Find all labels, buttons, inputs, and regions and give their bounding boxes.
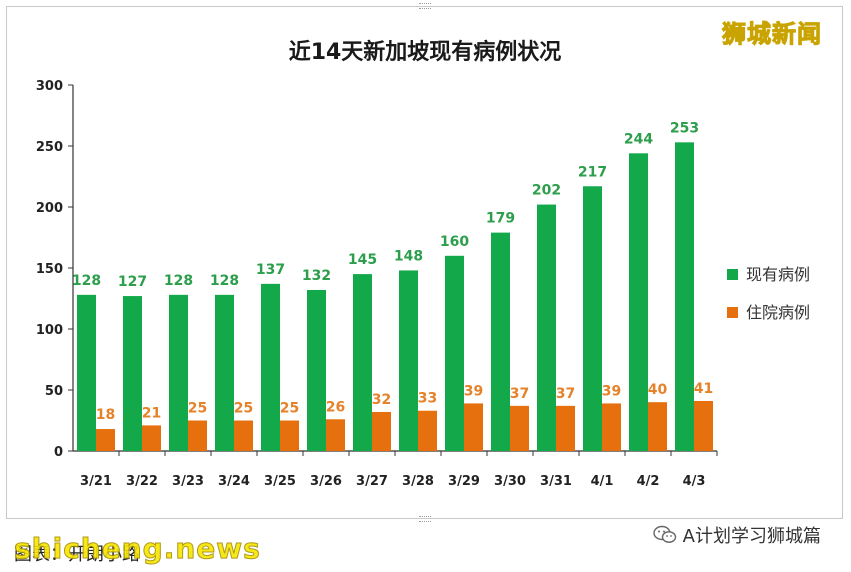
x-tick-label: 3/29	[448, 474, 480, 489]
x-tick-label: 3/27	[356, 474, 388, 489]
bar-current	[261, 283, 280, 451]
data-label-hospital: 39	[464, 383, 483, 399]
watermark-logo: 狮城新闻	[722, 20, 822, 49]
x-tick-label: 3/22	[126, 474, 158, 489]
data-label-hospital: 25	[188, 401, 207, 417]
data-label-current: 217	[578, 164, 607, 180]
data-label-hospital: 32	[372, 392, 391, 408]
bar-current	[491, 232, 510, 451]
bar-hospital	[464, 403, 483, 451]
data-label-current: 128	[210, 273, 239, 289]
bar-hospital	[648, 402, 667, 451]
bar-hospital	[602, 403, 621, 451]
bar-current	[215, 294, 234, 451]
legend-swatch-hospital	[727, 307, 738, 318]
x-tick-label: 3/23	[172, 474, 204, 489]
data-label-hospital: 37	[510, 386, 529, 402]
bar-labels: 128 18 127 21 128 25 128 25 137 25 132 26 145 32 148 33…	[72, 120, 713, 423]
bar-current	[537, 204, 556, 451]
data-label-current: 132	[302, 268, 331, 284]
x-tick-label: 3/21	[80, 474, 112, 489]
data-label-hospital: 25	[234, 401, 253, 417]
data-label-current: 145	[348, 252, 377, 268]
y-tick-label: 200	[36, 201, 63, 216]
bar-hospital	[694, 400, 713, 451]
y-tick-label: 100	[36, 323, 63, 338]
bar-hospital	[280, 420, 299, 451]
data-label-current: 137	[256, 262, 285, 278]
bar-hospital	[418, 410, 437, 451]
x-tick-label: 3/25	[264, 474, 296, 489]
bars	[77, 142, 713, 451]
x-tick-label: 3/31	[540, 474, 572, 489]
bar-hospital	[188, 420, 207, 451]
bar-current	[675, 142, 694, 451]
site-watermark: shicheng.news	[14, 532, 261, 566]
chart-title: 近14天新加坡现有病例状况	[289, 39, 562, 65]
data-label-hospital: 41	[694, 381, 713, 397]
y-tick-label: 150	[36, 262, 63, 277]
y-tick-label: 0	[54, 445, 63, 460]
bar-current	[169, 294, 188, 451]
bar-current	[583, 186, 602, 451]
wechat-icon	[652, 525, 677, 545]
bar-hospital	[142, 425, 161, 451]
data-label-current: 179	[486, 211, 515, 227]
data-label-hospital: 26	[326, 399, 345, 415]
data-label-hospital: 25	[280, 401, 299, 417]
bar-hospital	[510, 405, 529, 451]
data-label-current: 202	[532, 183, 561, 199]
legend: 现有病例 住院病例	[727, 265, 810, 322]
legend-label-current: 现有病例	[746, 265, 810, 284]
bar-current	[307, 289, 326, 451]
bar-current	[77, 294, 96, 451]
bar-hospital	[556, 405, 575, 451]
bar-hospital	[326, 419, 345, 451]
bar-current	[445, 255, 464, 451]
data-label-current: 148	[394, 248, 423, 264]
data-label-hospital: 39	[602, 383, 621, 399]
x-tick-label: 3/28	[402, 474, 434, 489]
data-label-current: 244	[624, 131, 653, 147]
data-label-hospital: 21	[142, 405, 161, 421]
bar-current	[629, 153, 648, 451]
bar-current	[353, 274, 372, 451]
data-label-current: 127	[118, 274, 147, 290]
x-axis: 3/21 3/22 3/23 3/24 3/25 3/26 3/27 3/28 3/29 3/30…	[73, 450, 718, 489]
bar-hospital	[372, 411, 391, 451]
data-label-hospital: 40	[648, 382, 668, 398]
chart-frame: 近14天新加坡现有病例状况 0 50 100 150 200 250 300 3/21 3/2…	[6, 3, 843, 522]
x-tick-label: 3/30	[494, 474, 526, 489]
account-badge: A计划学习狮城篇	[652, 522, 821, 548]
bar-hospital	[234, 420, 253, 451]
y-tick-label: 300	[36, 79, 63, 94]
data-label-hospital: 18	[96, 407, 115, 423]
x-tick-label: 3/26	[310, 474, 342, 489]
data-label-hospital: 37	[556, 386, 575, 402]
resize-handle-top[interactable]	[419, 3, 431, 9]
legend-swatch-current	[727, 269, 738, 280]
bar-current	[123, 296, 142, 451]
chart-credit: 图表：开朗小路	[14, 544, 140, 565]
y-tick-label: 250	[36, 140, 63, 155]
account-name: A计划学习狮城篇	[682, 526, 821, 547]
y-axis: 0 50 100 150 200 250 300	[36, 79, 74, 460]
x-tick-label: 4/2	[637, 474, 660, 489]
data-label-current: 160	[440, 234, 469, 250]
bar-current	[399, 270, 418, 451]
bar-hospital	[96, 429, 115, 451]
y-tick-label: 50	[45, 384, 63, 399]
data-label-current: 253	[670, 120, 699, 136]
x-tick-label: 4/1	[591, 474, 614, 489]
resize-handle-bottom[interactable]	[419, 516, 431, 522]
data-label-current: 128	[164, 273, 193, 289]
x-tick-label: 4/3	[683, 474, 706, 489]
data-label-hospital: 33	[418, 391, 437, 407]
legend-label-hospital: 住院病例	[746, 303, 810, 322]
data-label-current: 128	[72, 273, 101, 289]
x-tick-label: 3/24	[218, 474, 250, 489]
